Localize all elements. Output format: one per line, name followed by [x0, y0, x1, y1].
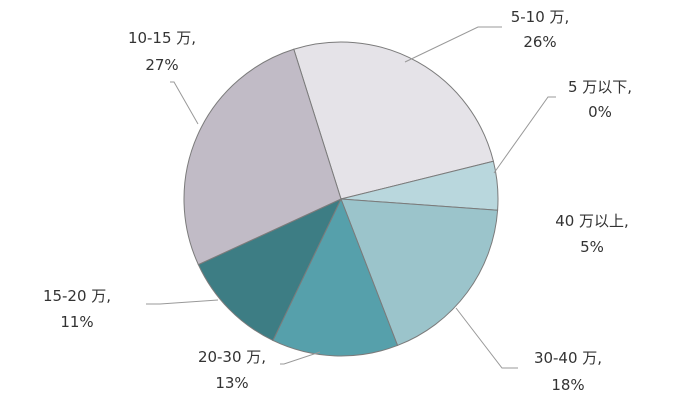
label-under-5: 5 万以下, [568, 78, 632, 96]
pct-over-40: 5% [580, 238, 604, 256]
leader-line-under-5 [493, 96, 556, 174]
label-10-15: 10-15 万, [128, 29, 196, 47]
label-5-10: 5-10 万, [511, 8, 570, 26]
label-30-40: 30-40 万, [534, 349, 602, 367]
pct-15-20: 11% [60, 313, 93, 331]
pct-20-30: 13% [215, 374, 248, 392]
leader-line-15-20 [146, 299, 219, 305]
label-over-40: 40 万以上, [555, 212, 629, 230]
pct-5-10: 26% [523, 33, 556, 51]
label-20-30: 20-30 万, [198, 348, 266, 366]
pie-slice-3 [340, 198, 499, 347]
leader-lines [146, 26, 556, 369]
leader-line-20-30 [280, 351, 321, 365]
pie-slice-5 [197, 197, 343, 342]
leader-line-5-10 [404, 26, 502, 63]
leader-line-10-15 [170, 81, 199, 125]
pct-under-5: 0% [588, 103, 612, 121]
pct-30-40: 18% [551, 376, 584, 394]
pct-10-15: 27% [145, 56, 178, 74]
pie-slices [183, 41, 499, 357]
leader-line-30-40 [455, 307, 518, 369]
pie-slice-0 [293, 41, 495, 200]
pie-slice-4 [272, 197, 399, 357]
pie-slice-6 [183, 48, 342, 266]
label-15-20: 15-20 万, [43, 287, 111, 305]
